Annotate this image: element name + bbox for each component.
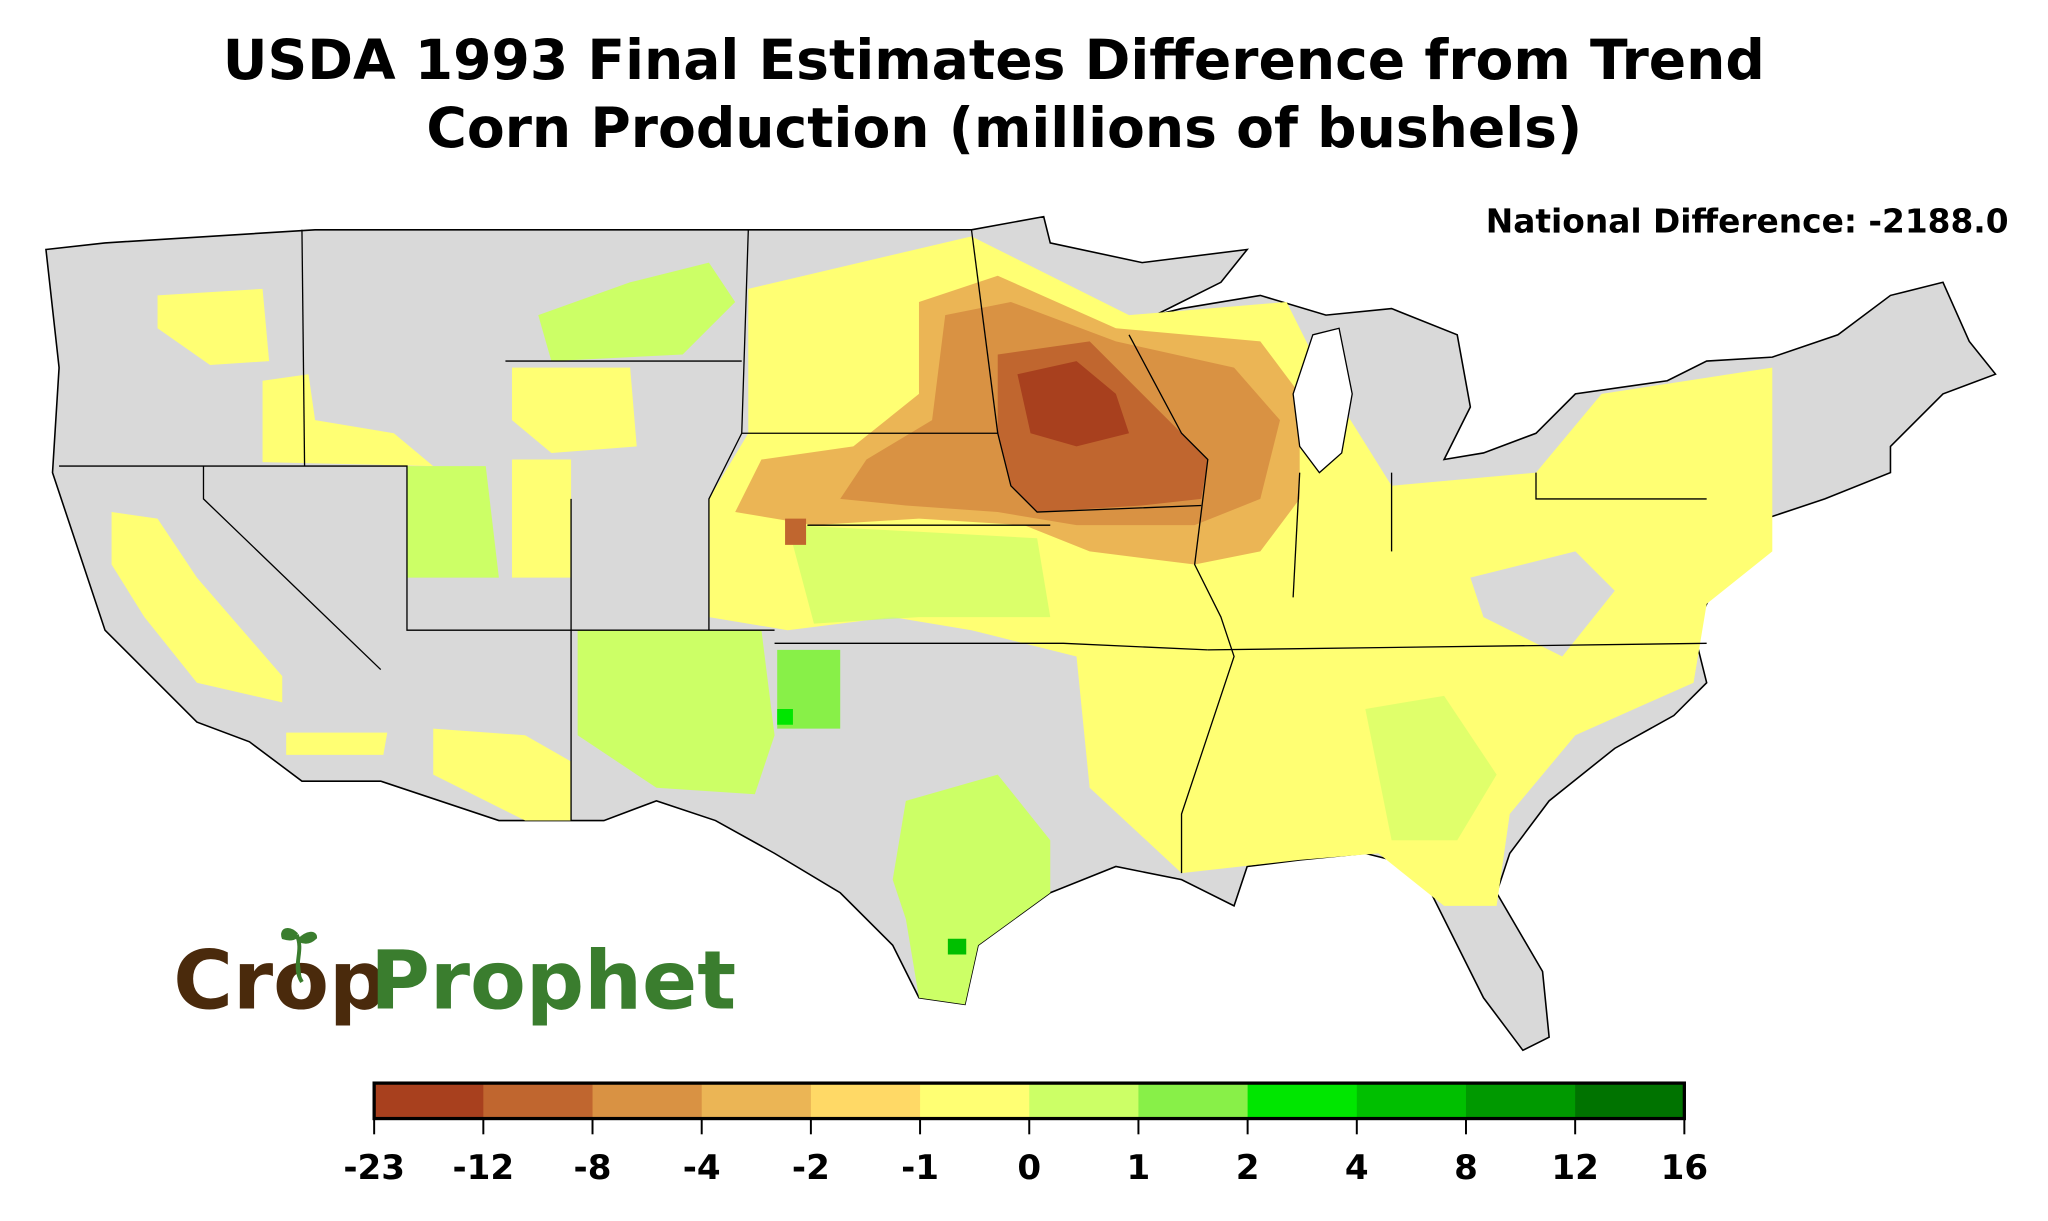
colorbar-tick-label: -12 [453, 1148, 515, 1188]
colorbar-tick-label: -4 [683, 1148, 721, 1188]
region-colorado-yellow [512, 459, 572, 578]
colorbar-tick-label: 2 [1236, 1148, 1260, 1188]
logo-text-crop: Crop [173, 933, 387, 1028]
region-california-valley [111, 512, 283, 703]
cropprophet-logo: Crop Prophet [173, 928, 736, 1028]
colorbar-swatch [1465, 1083, 1576, 1119]
national-difference-label: National Difference: -2188.0 [1486, 202, 2009, 240]
region-new-mexico-green [577, 630, 775, 795]
region-utah-green [406, 466, 499, 578]
region-washington-yellow [157, 288, 270, 366]
logo-text-prophet: Prophet [370, 933, 736, 1028]
region-georgia-mixed [1365, 695, 1497, 841]
colorbar-swatch [483, 1083, 594, 1119]
colorbar-swatch [701, 1083, 812, 1119]
region-appalachia-no-data [1470, 551, 1615, 657]
region-texas-gain [892, 774, 1051, 1005]
colorbar-swatch [810, 1083, 921, 1119]
region-wyoming-yellow [512, 367, 637, 453]
region-texas-coast-gain [947, 938, 967, 955]
colorbar-tick-label: 4 [1345, 1148, 1369, 1188]
colorbar-legend: -23 -12 -8 -4 -2 -1 0 1 2 4 8 12 16 [343, 1081, 1709, 1188]
colorbar-tick-label: 8 [1454, 1148, 1478, 1188]
colorbar-tick-label: 1 [1127, 1148, 1151, 1188]
region-montana-green [538, 262, 736, 362]
colorbar-tick-label: 0 [1017, 1148, 1041, 1188]
region-arizona-yellow [433, 728, 572, 821]
region-severe-decline [1017, 361, 1130, 447]
colorbar-tick-label: -2 [792, 1148, 830, 1188]
colorbar-swatch [920, 1083, 1030, 1119]
colorbar-swatch [1575, 1083, 1686, 1119]
colorbar-swatch [374, 1083, 484, 1119]
colorbar-swatch [1356, 1083, 1467, 1119]
colorbar-swatch [1247, 1083, 1358, 1119]
colorbar-swatch [1029, 1083, 1140, 1119]
region-idaho-yellow [262, 374, 434, 467]
colorbar-swatch [592, 1083, 703, 1119]
colorbar-tick-label: -23 [343, 1148, 405, 1188]
sprout-icon [281, 928, 318, 984]
region-panhandle-strong-gain [777, 708, 793, 725]
colorbar-tick-label: -8 [574, 1148, 612, 1188]
colorbar-tick-label: 12 [1551, 1148, 1599, 1188]
map-title-line-2: Corn Production (millions of bushels) [426, 97, 1582, 161]
colorbar-tick-label: -1 [901, 1148, 939, 1188]
region-ne-colorado-decline [785, 518, 807, 545]
lake-michigan [1292, 327, 1353, 474]
us-county-map [45, 215, 1997, 1052]
region-slight-gain-kansas [787, 525, 1051, 624]
state-borders [59, 229, 1707, 874]
region-socal-yellow [286, 732, 388, 755]
map-title-line-1: USDA 1993 Final Estimates Difference fro… [223, 29, 1765, 93]
colorbar-tick-label: 16 [1661, 1148, 1709, 1188]
colorbar-swatch [1138, 1083, 1249, 1119]
